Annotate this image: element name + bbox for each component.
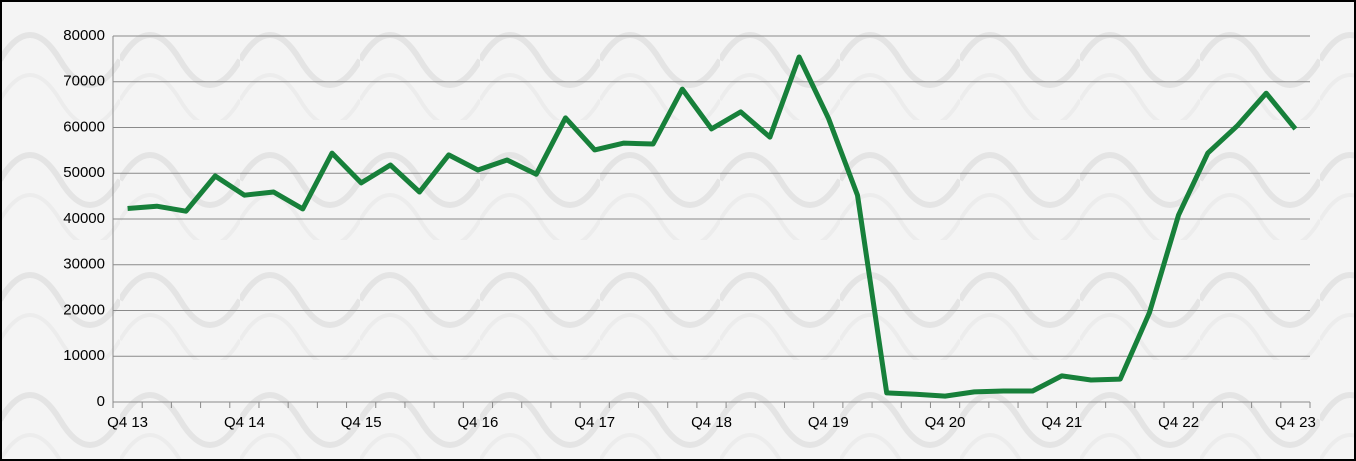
x-tick-label: Q4 17	[574, 414, 615, 431]
x-tick-label: Q4 13	[107, 414, 148, 431]
x-tick-label: Q4 22	[1158, 414, 1199, 431]
y-tick-label: 40000	[63, 210, 105, 227]
y-tick-label: 60000	[63, 118, 105, 135]
x-tick-label: Q4 21	[1041, 414, 1082, 431]
y-tick-label: 80000	[63, 27, 105, 44]
x-tick-label: Q4 20	[925, 414, 966, 431]
y-tick-label: 10000	[63, 347, 105, 364]
y-tick-label: 50000	[63, 164, 105, 181]
y-tick-label: 20000	[63, 301, 105, 318]
y-tick-label: 70000	[63, 73, 105, 90]
data-line	[127, 54, 1298, 399]
x-tick-label: Q4 15	[341, 414, 382, 431]
x-tick-label: Q4 16	[458, 414, 499, 431]
x-tick-label: Q4 19	[808, 414, 849, 431]
x-tick-label: Q4 14	[224, 414, 265, 431]
x-tick-label: Q4 18	[691, 414, 732, 431]
y-tick-label: 0	[97, 393, 105, 410]
x-tick-label: Q4 23	[1275, 414, 1316, 431]
y-tick-label: 30000	[63, 256, 105, 273]
